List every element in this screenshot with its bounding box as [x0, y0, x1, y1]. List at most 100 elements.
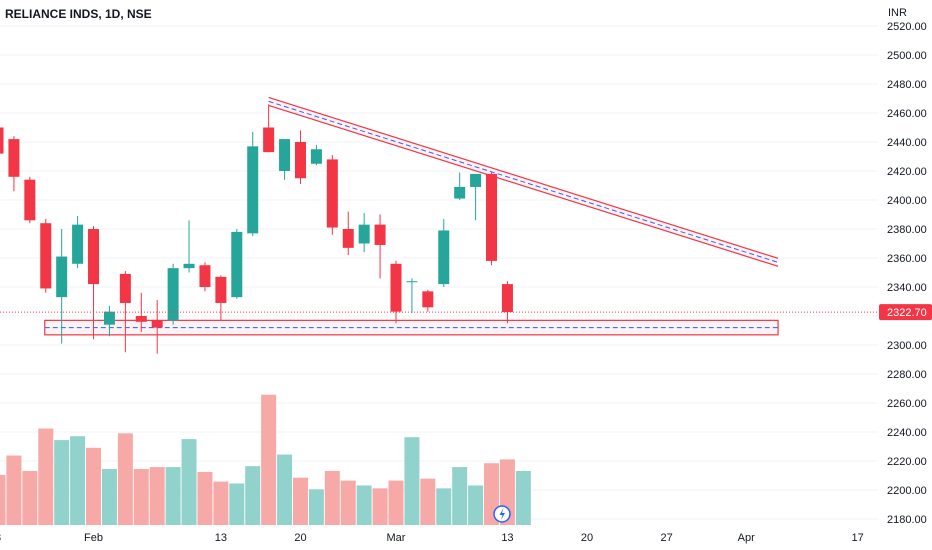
price-tick-label: 2240.00: [887, 427, 927, 439]
trendline-upper: [268, 96, 779, 259]
volume-bar: [181, 439, 197, 525]
volume-bar: [213, 481, 229, 525]
candle-body: [406, 281, 418, 283]
candle-body: [40, 223, 52, 289]
volume-bar: [117, 433, 133, 525]
candle-body: [56, 256, 68, 298]
time-tick-label: 20: [581, 532, 593, 544]
volume-bar: [0, 474, 6, 525]
volume-bar: [324, 470, 340, 525]
price-tick-label: 2300.00: [887, 340, 927, 352]
volume-bar: [229, 483, 245, 525]
candle-body: [215, 276, 227, 303]
candle-body: [263, 127, 275, 153]
volume-bar: [38, 428, 54, 525]
time-tick-label: 13: [215, 532, 227, 544]
price-tick-label: 2200.00: [887, 485, 927, 497]
price-tick-label: 2400.00: [887, 195, 927, 207]
price-tick-label: 2480.00: [887, 79, 927, 91]
last-price-tag: [879, 304, 932, 321]
volume-bar: [277, 454, 293, 525]
volume-bar: [22, 470, 38, 525]
trendline-lower: [268, 104, 779, 267]
price-tick-label: 2360.00: [887, 253, 927, 265]
lightning-icon: [499, 508, 505, 520]
candle-body: [24, 179, 36, 221]
candle-body: [279, 139, 291, 171]
volume-bar: [54, 440, 70, 525]
volume-bar: [420, 478, 436, 525]
volume-bar: [436, 488, 452, 525]
candle-body: [422, 291, 434, 308]
volume-bar: [404, 437, 420, 525]
candle-body: [470, 173, 482, 187]
volume-bars: [0, 394, 531, 525]
price-tick-label: 2420.00: [887, 166, 927, 178]
volume-bar: [6, 455, 22, 525]
last-price-label: 2322.70: [887, 307, 927, 319]
volume-bar: [340, 480, 356, 525]
candle-body: [501, 284, 513, 313]
price-tick-label: 2180.00: [887, 514, 927, 526]
time-tick-label: 13: [501, 532, 513, 544]
time-tick-label: Mar: [387, 532, 406, 544]
candle-body: [358, 224, 370, 244]
drawings: [44, 96, 779, 336]
candle-body: [151, 320, 163, 328]
volume-bar: [452, 467, 468, 525]
candle-body: [199, 265, 211, 287]
time-tick-label: 17: [852, 532, 864, 544]
price-tick-label: 2440.00: [887, 137, 927, 149]
candle-body: [119, 273, 131, 303]
price-tick-label: 2500.00: [887, 50, 927, 62]
candle-body: [0, 127, 4, 154]
time-tick-label: 20: [294, 532, 306, 544]
candle-body: [310, 149, 322, 164]
candle-body: [374, 224, 386, 245]
candle-body: [342, 229, 354, 248]
volume-bar: [468, 485, 484, 525]
candle-body: [294, 142, 306, 179]
candle-body: [103, 311, 115, 325]
candle-body: [167, 268, 179, 321]
grid-lines: [0, 25, 878, 520]
time-axis[interactable]: 3 Feb 13 20 Mar 13 20 27 Apr 17: [0, 532, 864, 544]
price-tick-label: 2460.00: [887, 108, 927, 120]
time-tick-label: 3: [0, 532, 1, 544]
price-tick-label: 2260.00: [887, 398, 927, 410]
time-tick-label: Feb: [84, 532, 103, 544]
candle-body: [231, 231, 243, 298]
candle-body: [8, 139, 20, 177]
volume-bar: [133, 469, 149, 525]
price-tick-label: 2340.00: [887, 282, 927, 294]
candle-body: [72, 224, 84, 264]
candle-body: [438, 230, 450, 285]
candle-body: [326, 159, 338, 228]
price-tick-label: 2520.00: [887, 21, 927, 33]
chart-title: RELIANCE INDS, 1D, NSE: [5, 7, 152, 21]
volume-bar: [86, 447, 102, 525]
candle-body: [135, 316, 147, 322]
volume-bar: [101, 469, 117, 525]
volume-bar: [245, 466, 261, 525]
candle-body: [183, 263, 195, 269]
candle-body: [88, 229, 100, 285]
volume-bar: [308, 489, 324, 525]
candle-body: [390, 263, 402, 312]
volume-bar: [149, 467, 165, 525]
candlesticks: [0, 104, 513, 354]
volume-bar: [356, 485, 372, 525]
candle-body: [486, 173, 498, 261]
time-tick-label: 27: [661, 532, 673, 544]
volume-bar: [388, 480, 404, 525]
trendline-fill: [268, 97, 779, 267]
volume-bar: [261, 394, 277, 525]
volume-bar: [292, 477, 308, 525]
replay-button[interactable]: [493, 505, 511, 523]
time-tick-label: Apr: [738, 532, 755, 544]
price-tick-label: 2380.00: [887, 224, 927, 236]
volume-bar: [165, 467, 181, 525]
volume-bar: [515, 470, 531, 525]
